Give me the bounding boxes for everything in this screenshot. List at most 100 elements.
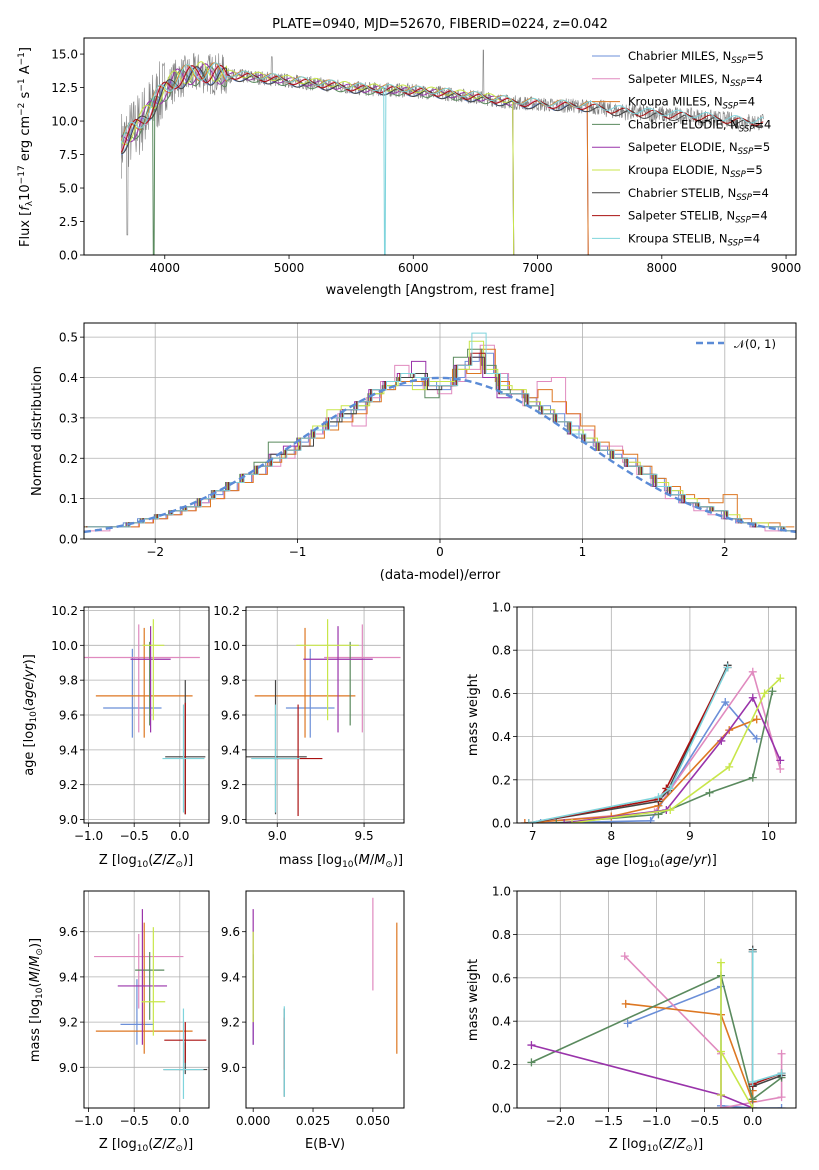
weight-marker <box>748 947 757 956</box>
weight-marker <box>748 693 757 702</box>
y-tick-label: 0.2 <box>59 452 78 466</box>
plot-area <box>94 909 208 1099</box>
weight-line <box>540 700 758 823</box>
y-axis-label: age [log10(age/yr)] <box>22 654 39 776</box>
weight-marker <box>646 816 655 823</box>
weight-marker <box>776 756 785 765</box>
y-tick-label: 0.4 <box>59 371 78 385</box>
weight-line <box>531 1044 754 1108</box>
y-tick-label: 0.2 <box>492 773 511 787</box>
x-tick-label: 9.5 <box>355 829 374 843</box>
x-axis-label: Z [log10(Z/Z⊙)] <box>99 1137 193 1154</box>
weight-marker <box>560 819 569 823</box>
x-tick-label: −2.0 <box>546 1114 575 1128</box>
weight-marker <box>705 788 714 797</box>
x-tick-label: 7 <box>529 829 537 843</box>
x-tick-label: 9 <box>686 829 694 843</box>
y-tick-label: 15.0 <box>51 48 78 62</box>
weight-marker <box>768 687 777 696</box>
y-tick-label: 0.5 <box>59 331 78 345</box>
plot-area <box>520 661 785 823</box>
model-spectrum-line <box>120 62 589 255</box>
y-tick-label: 1.0 <box>492 601 511 615</box>
mass-vs-metallicity-panel: −1.0 −0.5 0.0 9.0 9.2 9.4 9.6 Z [log10(Z/Z⊙)] ma… <box>28 890 210 1154</box>
weight-marker <box>760 689 769 698</box>
y-tick-label: 9.2 <box>59 778 78 792</box>
x-tick-label: 1 <box>579 545 587 559</box>
y-tick-label: 0.1 <box>59 492 78 506</box>
weight-line <box>528 667 729 823</box>
legend-label: Kroupa ELODIE, NSSP=5 <box>628 163 763 180</box>
x-axis-label: wavelength [Angstrom, rest frame] <box>326 283 555 298</box>
axes-frame <box>245 606 405 824</box>
errorbar-point <box>163 1008 204 1099</box>
x-tick-label: 9.0 <box>268 829 287 843</box>
errorbar-point <box>95 627 193 738</box>
weight-marker <box>717 736 726 745</box>
y-tick-label: 1.0 <box>492 885 511 899</box>
y-tick-label: 9.0 <box>59 813 78 827</box>
y-axis-label: mass [log10(M/M⊙)] <box>28 938 45 1062</box>
model-spectrum-line <box>121 66 764 155</box>
plot-area <box>84 619 206 815</box>
legend-label: Kroupa STELIB, NSSP=4 <box>628 231 760 248</box>
weight-marker <box>654 793 663 802</box>
y-tick-label: 0.0 <box>59 533 78 547</box>
x-tick-label: −0.5 <box>120 829 149 843</box>
model-spectrum-line <box>121 66 589 255</box>
weight-marker <box>725 762 734 771</box>
weight-marker <box>552 819 561 823</box>
histogram-step-line <box>84 352 793 532</box>
legend-label: Chabrier STELIB, NSSP=4 <box>628 186 769 203</box>
x-axis-label: Z [log10(Z/Z⊙)] <box>609 1137 703 1154</box>
errorbar-point <box>117 909 168 1045</box>
errorbar-point <box>303 626 373 733</box>
axes-frame <box>83 890 210 1109</box>
y-tick-label: 9.8 <box>221 674 240 688</box>
weight-marker <box>776 674 785 683</box>
weight-marker <box>716 1090 725 1099</box>
weight-line <box>571 677 781 823</box>
x-tick-label: 10 <box>761 829 776 843</box>
x-tick-label: 5000 <box>274 261 305 275</box>
errorbar-point <box>324 624 401 733</box>
y-tick-label: 0.8 <box>492 928 511 942</box>
x-tick-label: 0.000 <box>236 1114 270 1128</box>
x-tick-label: −0.5 <box>120 1114 149 1128</box>
y-tick-label: 9.4 <box>59 743 78 757</box>
x-axis-label: age [log10(age/yr)] <box>595 853 717 870</box>
errorbar-point <box>130 626 171 733</box>
x-tick-label: 0.0 <box>170 1114 189 1128</box>
weight-line <box>528 664 729 823</box>
y-tick-label: 9.2 <box>221 778 240 792</box>
plot-area <box>527 945 786 1108</box>
model-spectrum-line <box>120 64 764 153</box>
errorbar-point <box>94 933 184 1009</box>
y-axis-label: Normed distribution <box>30 366 45 496</box>
errorbar-point <box>254 627 356 738</box>
legend-label: 𝒩(0, 1) <box>734 337 776 351</box>
y-tick-label: 9.6 <box>59 925 78 939</box>
plot-area <box>84 332 796 534</box>
weight-marker <box>748 1095 757 1104</box>
weight-marker <box>748 667 757 676</box>
y-tick-label: 10.0 <box>51 115 78 129</box>
weight-vs-metallicity-panel: −2.0 −1.5 −1.0 −0.5 0.0 0.0 0.2 0.4 0.6 0.8 1.0 Z [… <box>466 885 797 1154</box>
y-tick-label: 9.6 <box>221 709 240 723</box>
residuals-panel: −2 −1 0 1 2 0.0 0.1 0.2 0.3 0.4 0.5 𝒩(0, 1) (data-mo… <box>30 322 797 583</box>
y-tick-label: 9.6 <box>221 925 240 939</box>
errorbar-point <box>84 624 200 733</box>
mass-vs-ebv-panel: 0.000 0.025 0.050 9.0 9.2 9.4 9.6 E(B-V) <box>221 890 405 1152</box>
legend-label: Chabrier MILES, NSSP=5 <box>628 49 764 66</box>
x-tick-label: 8000 <box>647 261 678 275</box>
x-axis-label: E(B-V) <box>305 1137 345 1152</box>
weight-marker <box>524 819 533 823</box>
errorbar-point <box>296 619 359 721</box>
x-tick-label: 0.050 <box>356 1114 390 1128</box>
y-tick-label: 0.0 <box>492 817 511 831</box>
normal-curve-line <box>84 376 796 534</box>
x-tick-label: 0 <box>436 545 444 559</box>
x-tick-label: −1.0 <box>642 1114 671 1128</box>
y-tick-label: 0.2 <box>492 1058 511 1072</box>
